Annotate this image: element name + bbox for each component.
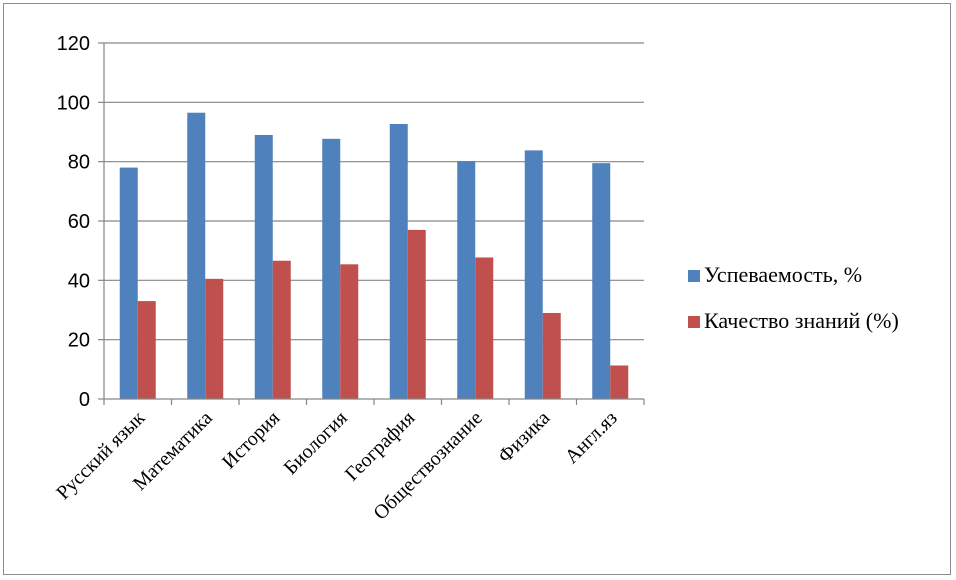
bar-kachestvo-7 [610,365,629,399]
category-label: История [218,407,284,473]
bar-uspevaemost-1 [187,112,206,399]
bar-kachestvo-6 [542,312,561,399]
category-label: Биология [280,407,352,479]
y-tick-label: 80 [68,152,90,174]
bar-uspevaemost-3 [322,138,341,399]
bars [119,112,629,400]
bar-uspevaemost-5 [457,161,476,399]
legend-label-0: Успеваемость, % [704,262,862,287]
category-label: Русский язык [52,407,149,504]
bar-kachestvo-2 [272,260,291,399]
bar-uspevaemost-0 [119,167,138,399]
grid-lines [104,42,644,341]
y-tick-label: 120 [57,33,90,55]
bar-kachestvo-5 [475,257,494,399]
bar-uspevaemost-6 [524,150,543,399]
bar-uspevaemost-7 [592,163,611,399]
bar-uspevaemost-4 [389,123,408,400]
bar-uspevaemost-2 [254,134,273,399]
category-label: Англ.яз [561,407,622,468]
legend-label-1: Качество знаний (%) [704,308,899,333]
legend-swatch-0 [688,270,700,282]
bar-kachestvo-4 [407,229,426,399]
y-tick-label: 0 [79,389,90,411]
bar-kachestvo-3 [340,264,359,399]
y-tick-label: 20 [68,330,90,352]
y-tick-label: 40 [68,270,90,292]
y-tick-label: 100 [57,92,90,114]
category-label: Физика [494,407,554,467]
legend-swatch-1 [688,316,700,328]
axes [98,42,645,405]
bar-kachestvo-1 [205,278,224,399]
bar-kachestvo-0 [137,301,156,399]
y-tick-label: 60 [68,211,90,233]
y-tick-labels: 0 20 40 60 80 100 120 [57,33,90,411]
legend: Успеваемость, % Качество знаний (%) [688,262,899,333]
